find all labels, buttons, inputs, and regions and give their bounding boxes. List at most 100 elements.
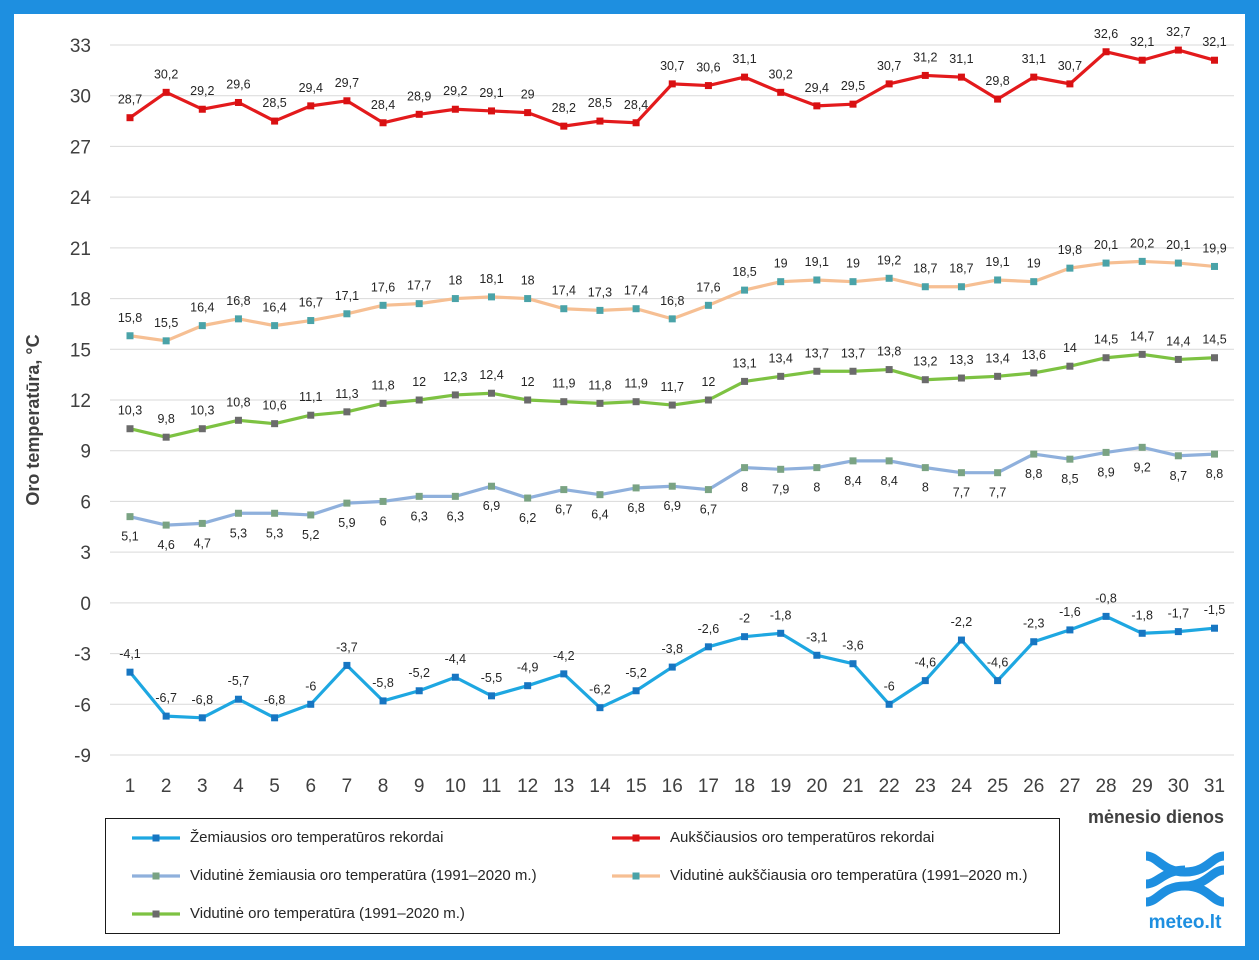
data-label: -2 <box>739 612 750 626</box>
data-label: 9,8 <box>157 412 174 426</box>
y-tick-label: 30 <box>70 87 91 108</box>
series-3: 15,8 15,5 16,4 16,8 16,4 16,7 17,1 17,6 17,7 18 18… <box>118 236 1227 345</box>
data-label: -2,2 <box>951 615 973 629</box>
x-tick-label: 19 <box>770 776 791 797</box>
data-label: 32,1 <box>1130 35 1154 49</box>
data-point <box>271 509 279 517</box>
data-label: 11,1 <box>299 390 322 404</box>
data-point <box>488 107 495 115</box>
data-label: 28,7 <box>118 93 142 107</box>
data-point <box>632 119 640 127</box>
data-label: 11,9 <box>624 377 647 391</box>
data-point <box>994 372 1002 380</box>
data-label: 5,1 <box>121 530 138 544</box>
data-point <box>488 482 495 490</box>
data-point <box>198 425 206 433</box>
data-point <box>1102 612 1110 620</box>
data-label: 28,9 <box>407 89 431 103</box>
x-tick-label: 30 <box>1168 776 1189 797</box>
y-tick-label: 33 <box>70 36 91 57</box>
data-label: 29,2 <box>443 84 467 98</box>
data-point <box>741 286 749 294</box>
x-axis-ticks: 1 2 3 4 5 6 7 8 9 10 11 12 13 14 15 16 17 18 19 20 21 22 23 24 2… <box>125 776 1225 797</box>
data-label: 12,3 <box>443 370 467 384</box>
data-point <box>1030 369 1038 377</box>
data-point <box>488 293 495 301</box>
data-point <box>885 700 893 708</box>
x-tick-label: 18 <box>734 776 755 797</box>
data-point <box>451 492 459 500</box>
data-point <box>921 71 929 79</box>
x-tick-label: 15 <box>626 776 647 797</box>
data-point <box>921 464 929 472</box>
data-label: -4,4 <box>445 652 467 666</box>
data-point <box>524 109 532 117</box>
data-point <box>957 636 965 644</box>
data-label: 8 <box>922 481 929 495</box>
data-point <box>704 301 712 309</box>
data-label: 19 <box>774 257 788 271</box>
y-tick-label: 18 <box>70 290 91 311</box>
data-point <box>162 433 170 441</box>
data-label: -4,6 <box>915 656 937 670</box>
x-axis-label: mėnesio dienos <box>1088 807 1224 827</box>
data-point <box>777 372 785 380</box>
data-label: 10,3 <box>190 404 214 418</box>
data-point <box>704 486 712 494</box>
y-tick-label: 21 <box>70 239 91 260</box>
data-point <box>524 396 532 404</box>
data-point <box>415 300 423 308</box>
data-label: 17,4 <box>552 284 576 298</box>
y-tick-label: 15 <box>70 340 91 361</box>
x-tick-label: 6 <box>305 776 316 797</box>
data-point <box>741 633 749 641</box>
legend-label: Vidutinė oro temperatūra (1991–2020 m.) <box>190 905 465 922</box>
data-label: 20,1 <box>1094 238 1118 252</box>
data-point <box>1030 638 1038 646</box>
x-tick-label: 27 <box>1059 776 1080 797</box>
data-label: -5,2 <box>408 666 430 680</box>
data-point <box>777 465 785 473</box>
data-label: -6,2 <box>589 683 611 697</box>
legend-label: Žemiausios oro temperatūros rekordai <box>190 829 444 846</box>
data-point <box>704 396 712 404</box>
data-point <box>777 278 785 286</box>
data-label: 31,2 <box>913 50 937 64</box>
data-label: 29,6 <box>226 77 250 91</box>
data-label: 29,1 <box>479 86 503 100</box>
data-label: 30,7 <box>877 59 901 73</box>
data-label: -1,7 <box>1168 607 1190 621</box>
data-point <box>1211 354 1218 362</box>
series-2: 5,1 4,6 4,7 5,3 5,3 5,2 5,9 6 6,3 6,3 6,9 6,2 6,7 6,4… <box>121 443 1223 552</box>
data-label: 30,7 <box>660 59 684 73</box>
data-point <box>849 457 857 465</box>
data-point <box>596 117 604 125</box>
data-point <box>307 411 315 419</box>
data-point <box>849 660 857 668</box>
data-point <box>524 494 532 502</box>
data-label: 17,1 <box>335 289 359 303</box>
data-point <box>921 677 929 685</box>
data-point <box>451 105 459 113</box>
data-point <box>379 697 387 705</box>
data-point <box>234 509 242 517</box>
legend-item-record-high: Aukščiausios oro temperatūros rekordai <box>610 829 934 846</box>
data-label: 16,8 <box>226 294 250 308</box>
data-label: 30,7 <box>1058 59 1082 73</box>
data-label: 30,6 <box>696 61 720 75</box>
data-label: 14,5 <box>1202 333 1226 347</box>
data-label: 10,6 <box>262 399 286 413</box>
data-point <box>741 73 749 81</box>
data-label: 14,7 <box>1130 329 1154 343</box>
x-tick-label: 14 <box>589 776 611 797</box>
x-tick-label: 23 <box>915 776 936 797</box>
legend-label: Aukščiausios oro temperatūros rekordai <box>670 829 935 846</box>
data-label: 13,4 <box>769 351 793 365</box>
data-point <box>560 486 568 494</box>
data-point <box>1102 48 1110 56</box>
x-tick-label: 13 <box>553 776 574 797</box>
data-point <box>1138 257 1146 265</box>
data-point <box>162 521 170 529</box>
legend-marker-icon <box>132 872 180 879</box>
data-point <box>668 80 676 88</box>
